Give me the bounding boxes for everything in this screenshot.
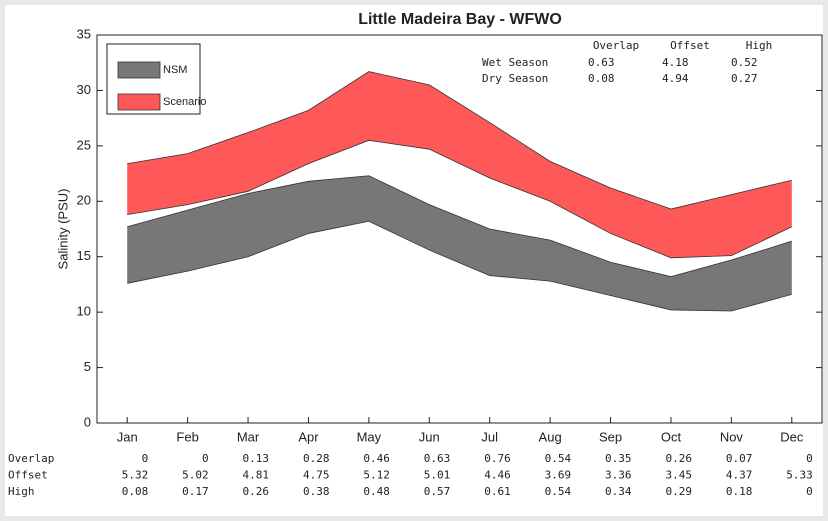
x-tick-label: Apr	[298, 429, 319, 444]
stats-value: 4.18	[662, 56, 689, 69]
table-row-label: Offset	[8, 469, 48, 482]
table-row-label: High	[8, 485, 35, 498]
y-tick-label: 35	[77, 26, 91, 41]
x-tick-label: Jun	[419, 429, 440, 444]
band-edge	[127, 71, 792, 210]
table-value: 0.18	[726, 485, 753, 498]
band-area	[127, 71, 792, 258]
x-tick-label: Oct	[661, 429, 682, 444]
y-tick-label: 30	[77, 82, 91, 97]
table-value: 5.12	[363, 469, 390, 482]
table-value: 5.01	[424, 469, 451, 482]
stats-value: 4.94	[662, 72, 689, 85]
table-value: 4.37	[726, 469, 753, 482]
legend-label: NSM	[163, 64, 187, 76]
x-tick-label: Jan	[117, 429, 138, 444]
chart-title: Little Madeira Bay - WFWO	[358, 11, 562, 28]
band-edge	[127, 220, 792, 312]
y-tick-label: 25	[77, 137, 91, 152]
table-value: 0.35	[605, 452, 632, 465]
x-tick-label: Feb	[176, 429, 198, 444]
stats-row-label: Wet Season	[482, 56, 548, 69]
table-value: 0.29	[665, 485, 692, 498]
stats-header: High	[746, 39, 773, 52]
legend-swatch	[117, 93, 161, 111]
table-value: 0.26	[243, 485, 270, 498]
table-value: 0.54	[545, 452, 572, 465]
table-value: 0.13	[243, 452, 270, 465]
table-value: 4.81	[243, 469, 270, 482]
stats-value: 0.52	[731, 56, 758, 69]
table-value: 4.46	[484, 469, 511, 482]
table-value: 0	[202, 452, 209, 465]
x-tick-label: Sep	[599, 429, 622, 444]
stats-value: 0.27	[731, 72, 758, 85]
table-value: 0.61	[484, 485, 511, 498]
stats-value: 0.08	[588, 72, 615, 85]
band-edge	[127, 139, 792, 259]
table-value: 0.54	[545, 485, 572, 498]
stats-header: Overlap	[593, 39, 639, 52]
table-value: 5.33	[786, 469, 813, 482]
band-edge	[127, 175, 792, 278]
table-value: 3.45	[665, 469, 692, 482]
y-tick-label: 20	[77, 193, 91, 208]
stats-header: Offset	[670, 39, 710, 52]
stats-row-label: Dry Season	[482, 72, 548, 85]
table-value: 0	[142, 452, 149, 465]
y-tick-label: 15	[77, 248, 91, 263]
table-value: 5.02	[182, 469, 209, 482]
plot-frame	[96, 34, 823, 424]
stats-value: 0.63	[588, 56, 615, 69]
table-value: 3.69	[545, 469, 572, 482]
table-value: 4.75	[303, 469, 330, 482]
x-tick-label: Dec	[780, 429, 804, 444]
y-axis-label: Salinity (PSU)	[55, 189, 70, 270]
table-value: 0.28	[303, 452, 330, 465]
table-value: 5.32	[122, 469, 149, 482]
band-area	[127, 175, 792, 312]
x-tick-label: Nov	[720, 429, 744, 444]
legend-label: Scenario	[163, 96, 206, 108]
table-value: 0.07	[726, 452, 753, 465]
x-tick-label: Jul	[481, 429, 498, 444]
table-value: 0.46	[363, 452, 390, 465]
table-value: 0.48	[363, 485, 390, 498]
x-tick-label: Mar	[237, 429, 260, 444]
table-value: 0	[806, 452, 813, 465]
y-tick-label: 0	[84, 414, 91, 429]
table-value: 0.26	[665, 452, 692, 465]
table-value: 0.34	[605, 485, 632, 498]
table-value: 0.17	[182, 485, 209, 498]
table-value: 0.63	[424, 452, 451, 465]
y-tick-label: 10	[77, 304, 91, 319]
table-row-label: Overlap	[8, 452, 54, 465]
table-value: 0.38	[303, 485, 330, 498]
table-value: 0.76	[484, 452, 511, 465]
table-value: 0	[806, 485, 813, 498]
table-value: 3.36	[605, 469, 632, 482]
legend-swatch	[117, 61, 161, 79]
x-tick-label: May	[357, 429, 382, 444]
table-value: 0.08	[122, 485, 149, 498]
table-value: 0.57	[424, 485, 451, 498]
x-tick-label: Aug	[539, 429, 562, 444]
y-tick-label: 5	[84, 359, 91, 374]
